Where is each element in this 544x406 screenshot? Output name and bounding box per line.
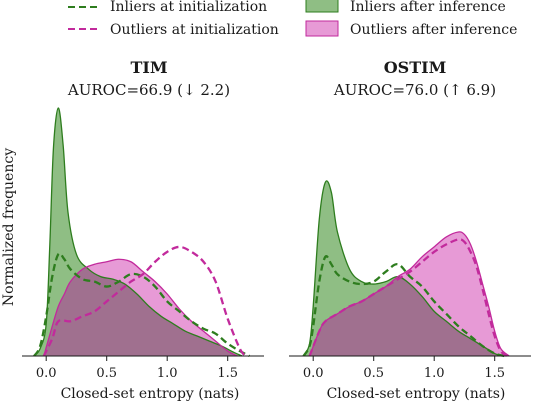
outline-outliers-after-inference bbox=[43, 258, 238, 357]
outline-inliers-after-inference bbox=[302, 180, 503, 357]
legend-label-inliers-inference: Inliers after inference bbox=[350, 0, 506, 15]
legend-label-outliers-init: Outliers at initialization bbox=[110, 22, 279, 38]
panel-tim: TIM AUROC=66.9 (↓ 2.2) 0.0 0.5 1.0 1.5 Clos… bbox=[22, 58, 264, 402]
x-tick-label: 1.5 bbox=[217, 366, 238, 381]
x-ticks-ostim: 0.0 0.5 1.0 1.5 bbox=[303, 356, 505, 381]
x-tick-label: 1.0 bbox=[157, 366, 178, 381]
panel-title-ostim: OSTIM bbox=[384, 58, 447, 77]
line-inliers-at-initialization bbox=[33, 252, 251, 358]
plot-area-ostim bbox=[302, 180, 510, 358]
x-axis-label-ostim: Closed-set entropy (nats) bbox=[327, 386, 506, 402]
area-overlap bbox=[43, 259, 238, 356]
line-outliers-at-initialization bbox=[42, 245, 247, 357]
line-inliers-at-initialization bbox=[302, 255, 505, 358]
panel-ostim: OSTIM AUROC=76.0 (↑ 6.9) 0.0 0.5 1.0 1.5 Cl… bbox=[289, 58, 531, 402]
x-tick-label: 0.5 bbox=[96, 366, 117, 381]
x-tick-label: 0.5 bbox=[363, 366, 384, 381]
legend-label-inliers-init: Inliers at initialization bbox=[110, 0, 267, 15]
area-overlap bbox=[309, 231, 502, 356]
legend-entry-inliers-inference: Inliers after inference bbox=[305, 0, 506, 15]
x-tick-label: 1.0 bbox=[424, 366, 445, 381]
panel-title-tim: TIM bbox=[130, 58, 167, 77]
legend-swatch-outliers-inference bbox=[305, 20, 339, 37]
x-ticks-tim: 0.0 0.5 1.0 1.5 bbox=[36, 356, 238, 381]
plot-area-tim bbox=[33, 107, 251, 358]
legend-entry-inliers-init: Inliers at initialization bbox=[68, 0, 267, 15]
line-outliers-at-initialization bbox=[308, 238, 508, 357]
x-tick-label: 0.0 bbox=[36, 366, 57, 381]
panel-subtitle-ostim: AUROC=76.0 (↑ 6.9) bbox=[333, 81, 496, 99]
x-tick-label: 1.5 bbox=[484, 366, 505, 381]
outline-inliers-after-inference bbox=[33, 107, 243, 357]
legend-entry-outliers-inference: Outliers after inference bbox=[305, 20, 517, 38]
legend-label-outliers-inference: Outliers after inference bbox=[350, 22, 517, 38]
legend-swatch-inliers-inference bbox=[305, 0, 339, 13]
x-axis-label-tim: Closed-set entropy (nats) bbox=[61, 386, 240, 402]
y-axis-label: Normalized frequency bbox=[1, 148, 17, 306]
x-tick-label: 0.0 bbox=[303, 366, 324, 381]
legend: Inliers at initialization Outliers at in… bbox=[68, 0, 517, 38]
panel-subtitle-tim: AUROC=66.9 (↓ 2.2) bbox=[67, 81, 230, 99]
legend-entry-outliers-init: Outliers at initialization bbox=[68, 22, 279, 38]
